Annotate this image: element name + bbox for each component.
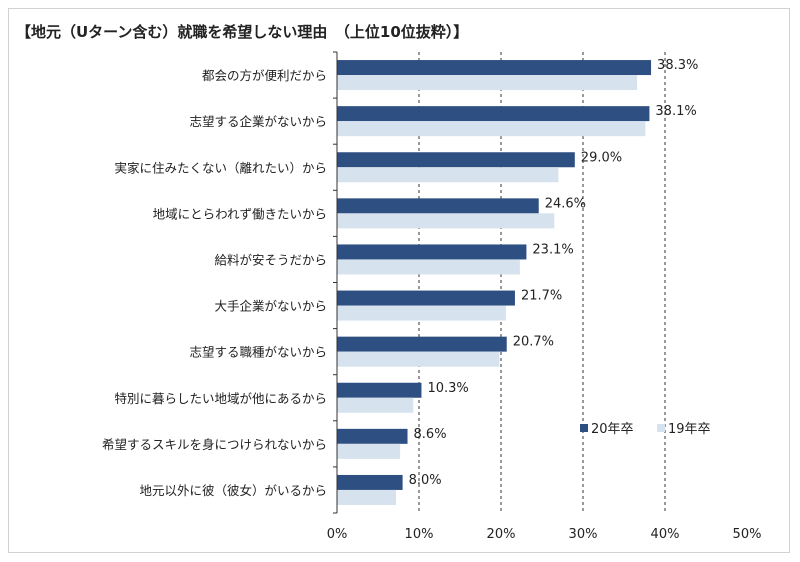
bar-19-0 [337,75,638,91]
gridlines [418,52,666,513]
bar-20-8 [337,428,408,444]
value-label-4: 23.1% [532,242,573,257]
legend-label-19: 19年卒 [668,422,711,437]
x-tick-label-0: 0% [327,527,348,542]
value-label-9: 8.0% [409,473,442,488]
bar-19-4 [337,259,520,275]
bar-19-7 [337,397,414,413]
bar-20-3 [337,198,539,214]
category-label-8: 希望するスキルを身につけられないから [102,437,327,452]
bar-19-3 [337,213,555,229]
legend-label-20: 20年卒 [591,422,634,437]
x-tick-label-4: 40% [651,527,680,542]
value-label-8: 8.6% [414,427,447,442]
value-label-2: 29.0% [581,150,622,165]
bar-19-1 [337,121,646,137]
legend: 20年卒 19年卒 [580,422,711,437]
value-label-7: 10.3% [427,381,468,396]
bar-19-8 [337,443,401,459]
value-label-1: 38.1% [655,104,696,119]
chart-title: 【地元（Uターン含む）就職を希望しない理由 （上位10位抜粋）】 [16,23,469,41]
x-tick-label-2: 20% [487,527,516,542]
bars [337,60,652,505]
bar-20-2 [337,152,575,168]
bar-20-1 [337,106,650,122]
category-label-3: 地域にとらわれず働きたいから [153,206,327,221]
labels: 都会の方が便利だから 38.3% 志望する企業がないから 38.1% 実家に住みたくない… [102,58,761,542]
value-label-6: 20.7% [513,335,554,350]
bar-19-6 [337,351,500,367]
legend-swatch-20 [580,424,588,432]
x-tick-label-3: 30% [569,527,598,542]
x-tick-label-1: 10% [405,527,434,542]
bar-20-9 [337,474,403,490]
category-label-5: 大手企業がないから [214,299,327,314]
bar-20-5 [337,290,515,306]
bar-20-7 [337,382,422,398]
chart-frame [8,8,790,553]
bar-20-6 [337,336,507,352]
bar-20-0 [337,60,652,76]
category-label-4: 給料が安そうだから [214,252,327,267]
x-tick-label-5: 50% [733,527,762,542]
axes [333,51,338,514]
value-label-3: 24.6% [545,196,586,211]
category-label-6: 志望する職種がないから [189,345,327,360]
bar-19-9 [337,489,397,505]
value-label-5: 21.7% [521,289,562,304]
bar-19-5 [337,305,506,321]
bar-20-4 [337,244,527,260]
legend-swatch-19 [657,424,665,432]
category-label-9: 地元以外に彼（彼女）がいるから [139,483,327,498]
category-label-0: 都会の方が便利だから [202,68,327,83]
category-label-1: 志望する企業がないから [189,114,327,129]
category-label-7: 特別に暮らしたい地域が他にあるから [114,391,327,406]
category-label-2: 実家に住みたくない（離れたい）から [114,160,327,175]
bar-19-2 [337,167,559,183]
value-label-0: 38.3% [657,58,698,73]
